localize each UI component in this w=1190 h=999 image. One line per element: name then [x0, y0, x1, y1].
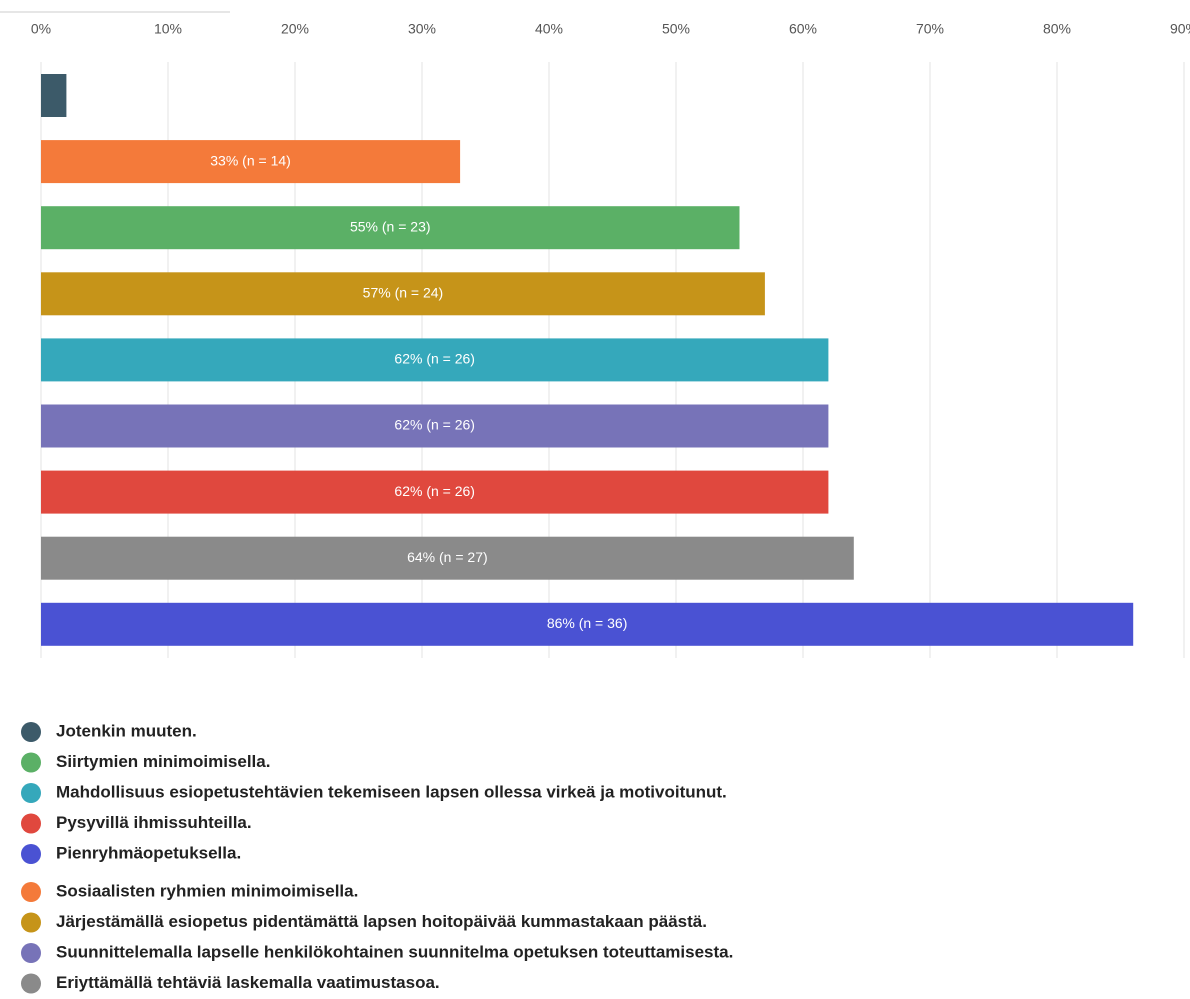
value-label: 62% (n = 26)	[394, 417, 475, 433]
value-label: 33% (n = 14)	[210, 152, 291, 168]
legend-swatch	[21, 813, 41, 834]
legend-swatch	[21, 722, 41, 742]
bar	[41, 470, 829, 514]
legend-label: Suunnittelemalla lapselle henkilökohtain…	[56, 942, 733, 961]
bar	[41, 74, 67, 117]
legend-swatch	[21, 943, 41, 963]
legend-swatch	[21, 844, 41, 864]
x-tick-label: 10%	[154, 21, 182, 37]
legend-label: Järjestämällä esiopetus pidentämättä lap…	[56, 912, 707, 931]
value-label: 55% (n = 23)	[350, 218, 431, 234]
legend-swatch	[21, 973, 41, 994]
legend-swatch	[21, 752, 41, 773]
value-label: 57% (n = 24)	[363, 285, 444, 301]
x-tick-label: 90%	[1170, 21, 1190, 37]
legend-label: Eriyttämällä tehtäviä laskemalla vaatimu…	[56, 973, 440, 992]
value-label: 62% (n = 26)	[394, 351, 475, 367]
x-tick-label: 20%	[281, 21, 309, 37]
bar	[41, 536, 854, 580]
x-tick-label: 50%	[662, 21, 690, 37]
value-label: 62% (n = 26)	[394, 483, 475, 499]
bar	[41, 404, 829, 448]
legend-label: Sosiaalisten ryhmien minimoimisella.	[56, 881, 358, 900]
bar	[41, 272, 765, 316]
value-label: 64% (n = 27)	[407, 549, 488, 565]
bar	[41, 338, 829, 382]
bar	[41, 602, 1134, 646]
legend-swatch	[21, 783, 41, 803]
x-tick-label: 30%	[408, 21, 436, 37]
legend-label: Jotenkin muuten.	[56, 721, 197, 740]
x-tick-label: 70%	[916, 21, 944, 37]
x-tick-label: 40%	[535, 21, 563, 37]
legend-label: Pysyvillä ihmissuhteilla.	[56, 813, 252, 832]
value-label: 86% (n = 36)	[547, 615, 628, 631]
x-tick-label: 60%	[789, 21, 817, 37]
legend-swatch	[21, 882, 41, 902]
legend-label: Siirtymien minimoimisella.	[56, 752, 270, 771]
bar	[41, 206, 740, 250]
legend-label: Pienryhmäopetuksella.	[56, 843, 241, 862]
x-tick-label: 0%	[31, 21, 51, 37]
bar	[41, 140, 461, 184]
legend-label: Mahdollisuus esiopetustehtävien tekemise…	[56, 782, 727, 801]
legend-swatch	[21, 912, 41, 933]
x-tick-label: 80%	[1043, 21, 1071, 37]
